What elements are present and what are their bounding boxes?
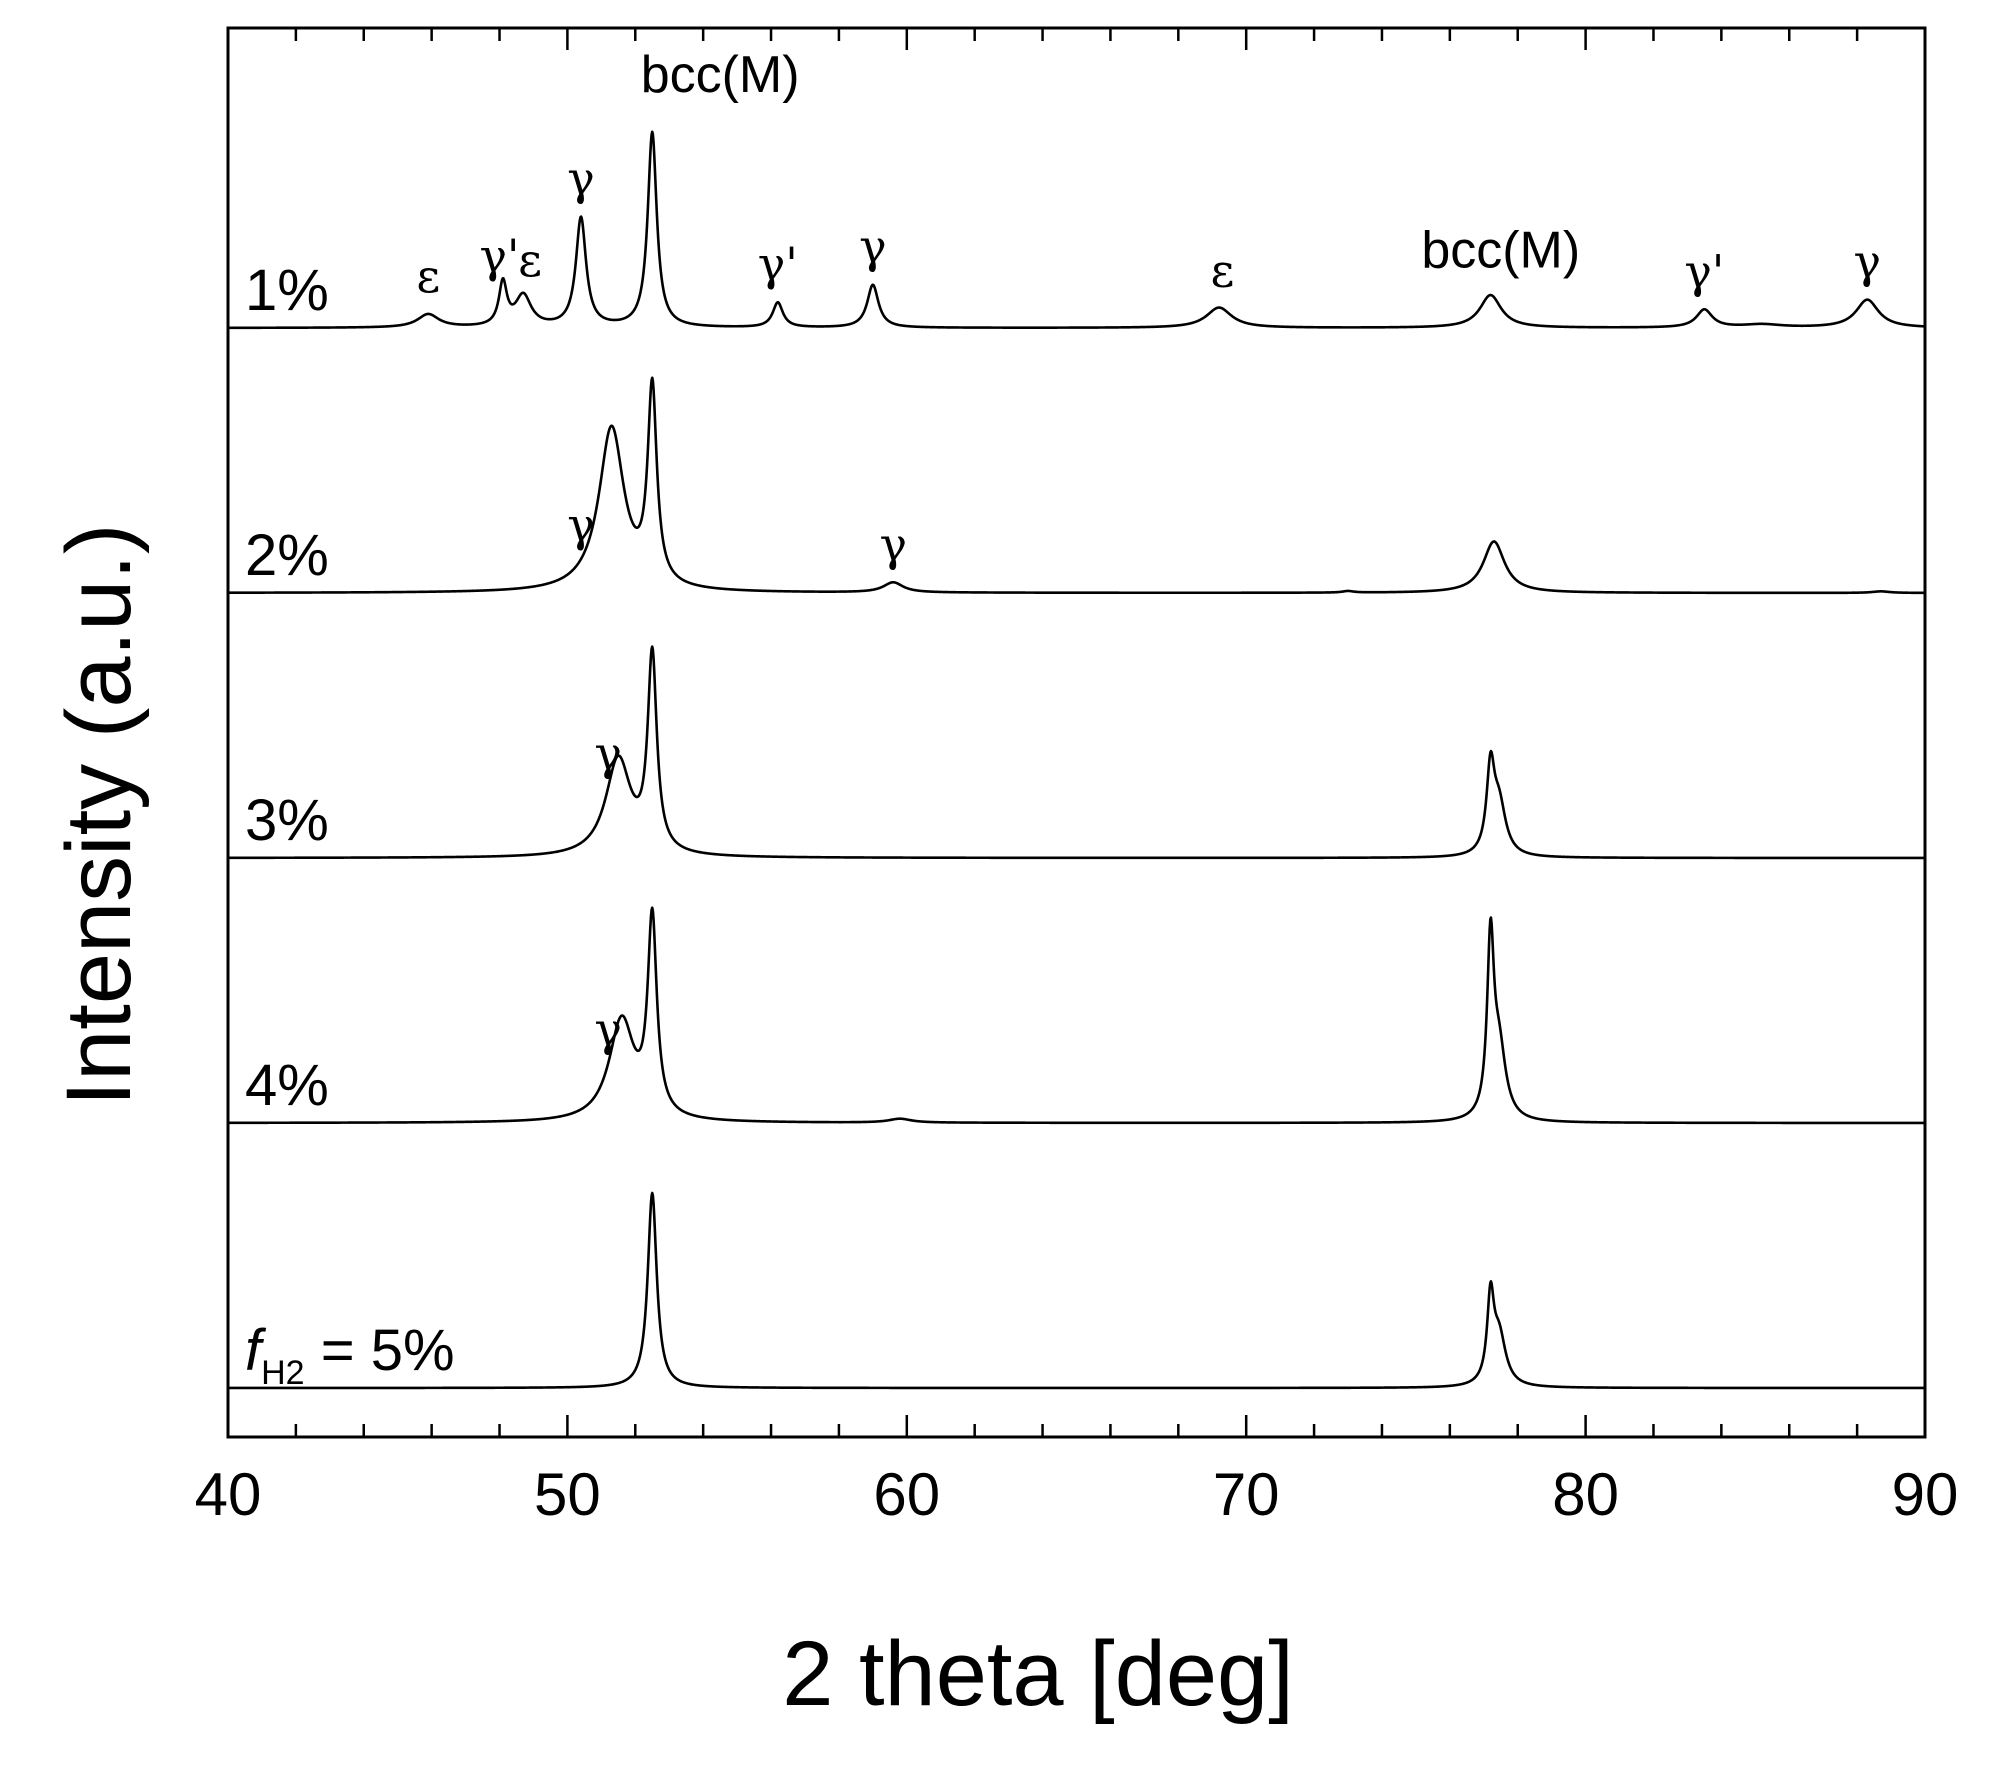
x-tick-label-5: 80 bbox=[1552, 1461, 1619, 1528]
peak-label-10: γ' bbox=[1684, 244, 1724, 298]
series-line-4 bbox=[228, 906, 1925, 1125]
peak-label-8: ε bbox=[1211, 244, 1235, 298]
peak-label-15: γ bbox=[594, 1002, 622, 1056]
peak-label-14: γ bbox=[594, 727, 622, 781]
plot-traces bbox=[228, 130, 1925, 1390]
peak-label-2: γ' bbox=[479, 229, 519, 283]
x-tick-label-2: 50 bbox=[534, 1461, 601, 1528]
x-tick-label-3: 60 bbox=[873, 1461, 940, 1528]
series-line-5 bbox=[228, 1191, 1925, 1390]
peak-label-5: bcc(M) bbox=[641, 46, 800, 104]
peak-label-1: ε bbox=[416, 249, 440, 303]
peak-label-9: bcc(M) bbox=[1421, 222, 1580, 280]
peak-label-13: γ bbox=[879, 517, 907, 571]
x-tick-label-4: 70 bbox=[1213, 1461, 1280, 1528]
x-axis-title: 2 theta [deg] bbox=[782, 1623, 1294, 1725]
series-label-2: 2% bbox=[245, 523, 329, 588]
peak-label-6: γ' bbox=[758, 237, 798, 291]
y-axis-title: Intensity (a.u.) bbox=[48, 524, 150, 1107]
series-line-3 bbox=[228, 645, 1925, 860]
series-line-1 bbox=[228, 130, 1925, 330]
peak-label-12: γ bbox=[567, 498, 595, 552]
series-label-4: 4% bbox=[245, 1053, 329, 1118]
peak-label-4: γ bbox=[567, 152, 595, 206]
series-label-1: 1% bbox=[245, 258, 329, 323]
series-labels: 1% 2% 3% 4% fH2 = 5% bbox=[245, 258, 455, 1392]
plot-frame bbox=[226, 26, 1927, 1439]
series-line-2 bbox=[228, 376, 1925, 595]
x-tick-label-6: 90 bbox=[1892, 1461, 1959, 1528]
axes: 40 50 60 70 80 90 bbox=[195, 26, 1959, 1528]
series-label-3: 3% bbox=[245, 788, 329, 853]
peak-label-3: ε bbox=[518, 233, 542, 287]
peak-label-11: γ bbox=[1854, 235, 1882, 289]
series-label-5: fH2 = 5% bbox=[245, 1318, 455, 1392]
peak-label-7: γ bbox=[859, 220, 887, 274]
x-tick-label-1: 40 bbox=[195, 1461, 262, 1528]
